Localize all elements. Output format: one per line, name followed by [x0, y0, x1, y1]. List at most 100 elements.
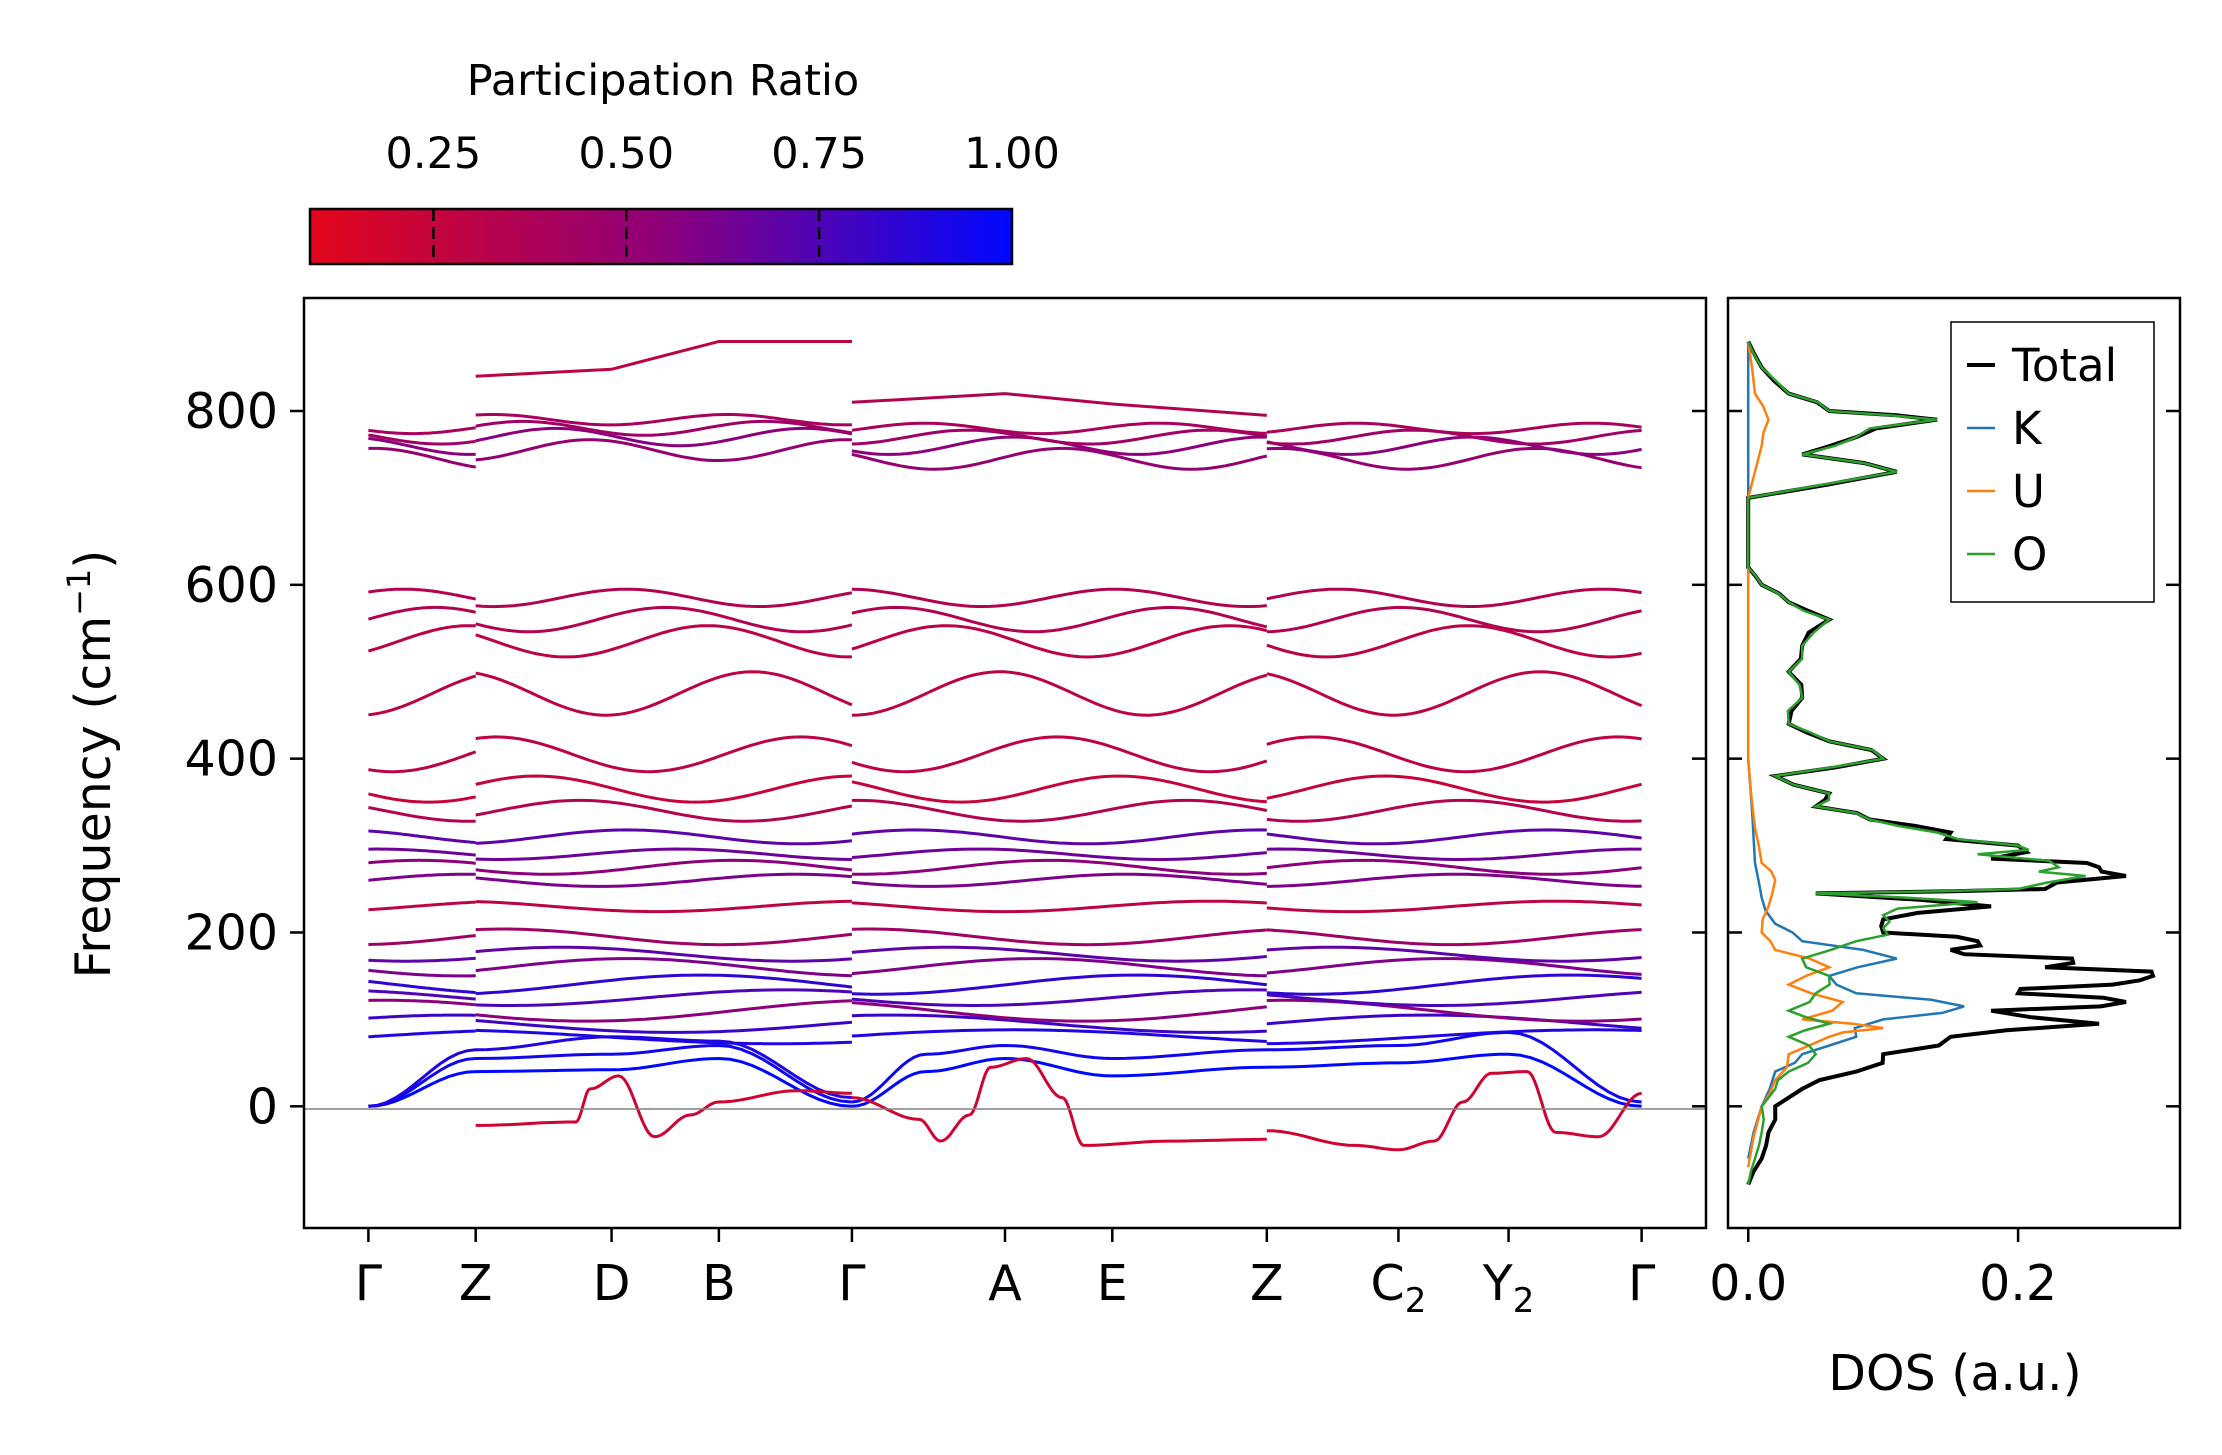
phonon-band [851, 988, 1267, 1007]
phonon-band [368, 1043, 853, 1108]
phonon-band [1266, 1028, 1642, 1046]
phonon-band [367, 624, 476, 653]
phonon-band [475, 999, 852, 1023]
dos-tick-label: 0.0 [1709, 1255, 1787, 1312]
dos-tick-label: 0.2 [1979, 1255, 2057, 1312]
legend-label: Total [2011, 339, 2117, 392]
phonon-band [368, 426, 476, 436]
phonon-band [851, 774, 1267, 804]
phonon-band [475, 828, 853, 846]
phonon-band [1266, 1013, 1642, 1030]
phonon-band [368, 587, 476, 601]
band-lines [367, 339, 1643, 1152]
dos-panel: 0.0 0.2 DOS (a.u.) Total KUO [1709, 296, 2182, 1402]
phonon-band [367, 605, 476, 621]
phonon-band [368, 433, 476, 446]
phonon-band [475, 899, 852, 914]
colorbar-tick-label: 0.75 [771, 129, 867, 179]
phonon-band [851, 872, 1267, 888]
phonon-band [1266, 899, 1642, 914]
phonon-band [1266, 605, 1642, 634]
phonon-band [475, 957, 852, 978]
phonon-band [368, 998, 476, 1007]
phonon-band [851, 428, 1268, 446]
phonon-band [851, 587, 1267, 608]
phonon-band [368, 1056, 853, 1108]
phonon-band [368, 806, 476, 823]
phonon-band [851, 858, 1267, 876]
phonon-band [1266, 945, 1642, 963]
phonon-band [475, 858, 853, 876]
phonon-band [851, 421, 1267, 436]
phonon-band [851, 605, 1268, 634]
phonon-band [368, 750, 477, 774]
dos-series-k [1746, 341, 1965, 1159]
dispersion-panel: 0 200 400 600 800 Γ Z D B Γ A E Z C2 Y2 Γ Frequency (c… [60, 296, 1708, 1321]
phonon-band [851, 1028, 1267, 1043]
phonon-band [475, 798, 853, 823]
phonon-band [851, 798, 1268, 823]
dos-lines [1746, 340, 2156, 1186]
phonon-band [475, 973, 853, 995]
phonon-band [368, 900, 476, 912]
phonon-band [1266, 847, 1642, 861]
legend-label: K [2012, 402, 2043, 455]
phonon-band [475, 1019, 853, 1034]
phonon-band [1266, 957, 1642, 976]
phonon-band [851, 847, 1267, 861]
k-point-label: D [593, 1255, 631, 1312]
phonon-band [1266, 858, 1642, 876]
phonon-band [368, 968, 476, 978]
colorbar-ticks: 0.25 0.50 0.75 1.00 [386, 129, 1060, 264]
phonon-band [851, 945, 1267, 963]
y-axis-ticks: 0 200 400 600 800 [184, 383, 1706, 1135]
y-tick-label: 200 [184, 904, 278, 961]
phonon-band [851, 624, 1268, 659]
phonon-band [368, 446, 476, 469]
dos-series-u [1746, 341, 1884, 1168]
y-tick-label: 400 [184, 731, 278, 788]
legend-label: U [2012, 465, 2045, 518]
phonon-band [851, 1056, 1267, 1147]
phonon-band [851, 446, 1268, 471]
phonon-band [475, 847, 852, 861]
phonon-band [851, 670, 1268, 717]
legend-box [1950, 321, 2155, 603]
phonon-band [1266, 435, 1642, 456]
phonon-band [368, 1029, 476, 1039]
colorbar-tick-label: 1.00 [964, 129, 1060, 179]
phonon-band [475, 605, 853, 634]
phonon-band [475, 927, 853, 947]
phonon-band [475, 988, 852, 1007]
phonon-band [1266, 735, 1642, 774]
phonon-band [1266, 587, 1642, 608]
phonon-band [1266, 1070, 1642, 1152]
phonon-band [1266, 828, 1642, 846]
k-point-label: Γ [355, 1255, 383, 1312]
k-point-label: Z [459, 1255, 493, 1312]
phonon-band [851, 435, 1267, 456]
k-point-label: Γ [838, 1255, 866, 1312]
phonon-band [1266, 928, 1642, 947]
dos-x-axis-label: DOS (a.u.) [1828, 1345, 2081, 1402]
phonon-band [368, 436, 476, 456]
y-tick-label: 800 [184, 383, 278, 440]
colorbar: Participation Ratio 0.25 0.50 0.75 1.00 [308, 56, 1060, 266]
phonon-band [1266, 872, 1642, 888]
k-point-label: B [702, 1255, 736, 1312]
phonon-band [368, 989, 476, 1001]
phonon-band [475, 670, 853, 717]
phonon-band [368, 872, 476, 882]
phonon-band [851, 392, 1267, 417]
k-point-label: Γ [1628, 1255, 1656, 1312]
k-point-label: C2 [1370, 1255, 1426, 1321]
k-point-label: Z [1250, 1255, 1284, 1312]
phonon-band [1266, 774, 1642, 804]
phonon-band [475, 624, 852, 659]
phonon-band [368, 847, 476, 857]
k-point-label: E [1097, 1255, 1128, 1312]
phonon-band [368, 858, 476, 865]
phonon-band [368, 934, 476, 946]
phonon-band [851, 1030, 1642, 1104]
